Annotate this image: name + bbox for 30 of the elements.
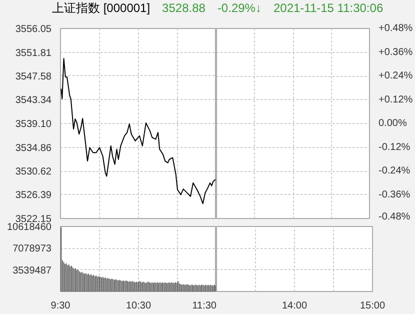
y-tick-label: 7078973	[12, 244, 52, 255]
y-tick-label: 3534.86	[15, 142, 52, 154]
y-tick-label: 3543.34	[15, 95, 52, 106]
y-tick-label: 10618460	[7, 222, 52, 233]
y-tick-label: 3526.39	[15, 190, 52, 202]
y-tick-label: 3551.81	[15, 48, 52, 59]
y2-tick-label: -0.36%	[378, 189, 410, 200]
y-tick-label: 3547.58	[15, 71, 52, 82]
x-tick-label: 14:00	[282, 300, 308, 312]
y-tick-label: 3530.62	[15, 166, 52, 178]
text: 3528.88	[162, 1, 206, 15]
y2-tick-label: -0.12%	[378, 142, 410, 153]
x-tick-label: 9:30	[50, 300, 71, 312]
y2-tick-label: +0.24%	[378, 70, 413, 82]
y2-tick-label: 0.00%	[378, 118, 407, 129]
y2-tick-label: -0.24%	[378, 166, 410, 176]
y2-tick-label: +0.12%	[378, 94, 413, 106]
line-series	[60, 58, 216, 204]
y-tick-label: 3539.10	[15, 119, 52, 130]
y-tick-label: 3556.05	[15, 24, 52, 35]
x-tick-label: 11:30	[192, 300, 217, 312]
x-tick-label: 10:30	[126, 300, 152, 312]
y2-tick-label: -0.48%	[378, 212, 410, 222]
y2-tick-label: +0.36%	[378, 46, 413, 58]
chart-title: 上证指数 [000001]	[52, 1, 150, 15]
text: 2021-11-15 11:30:06	[273, 1, 384, 15]
y2-tick-label: +0.48%	[378, 23, 413, 34]
y-tick-label: 3539487	[12, 265, 52, 276]
text: -0.29%↓	[217, 1, 262, 15]
x-tick-label: 15:00	[360, 300, 386, 312]
